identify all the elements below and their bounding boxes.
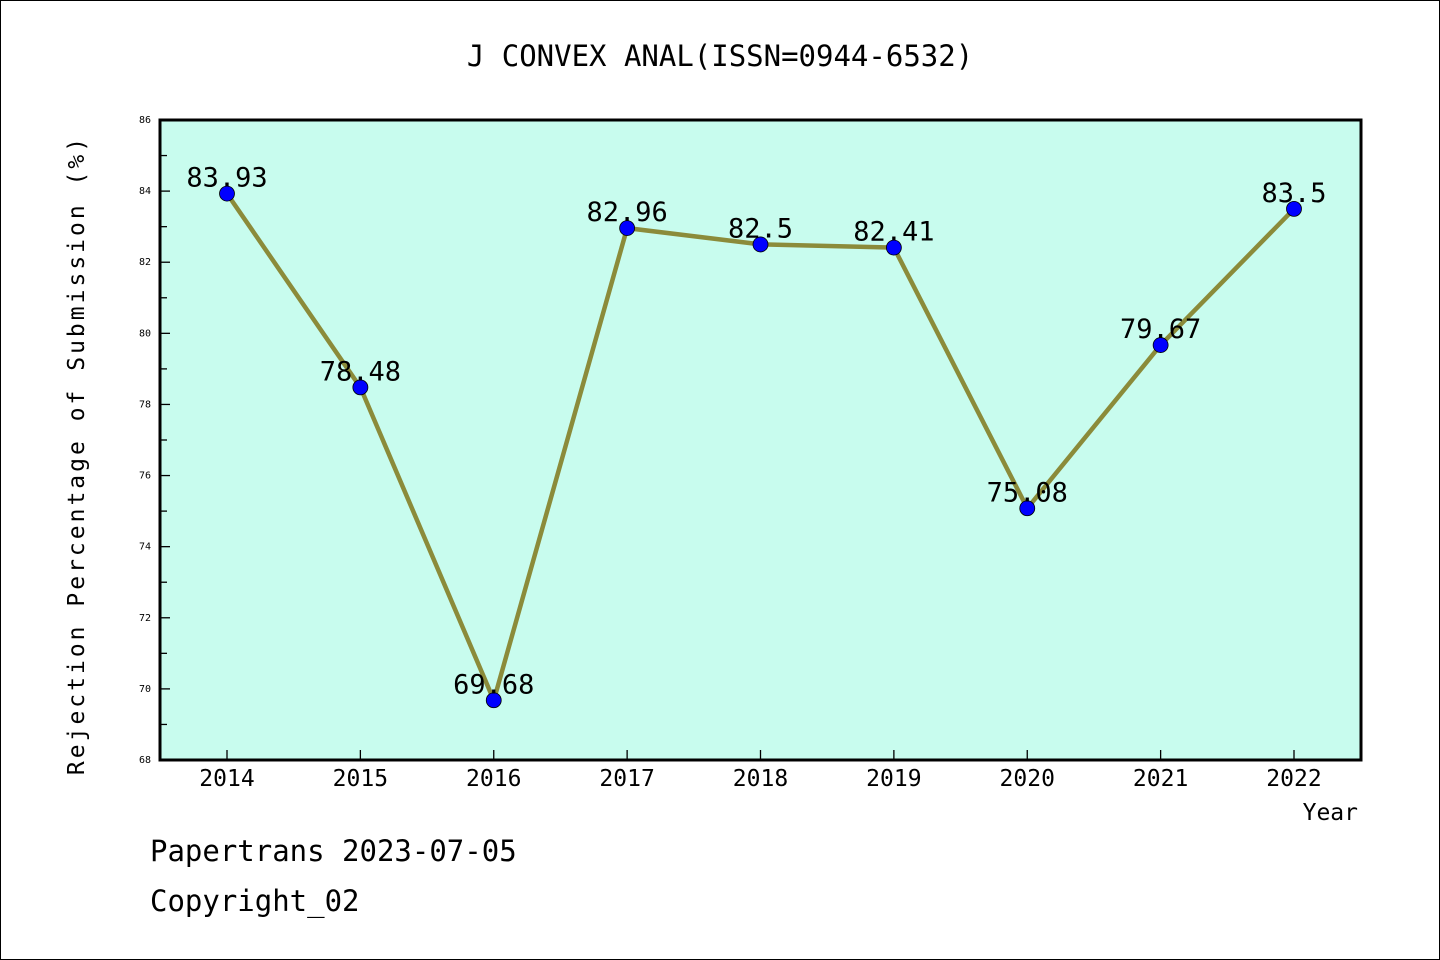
x-tick-label-2022: 2022 <box>1266 766 1321 792</box>
data-point-2021 <box>1152 337 1169 353</box>
data-point-2017 <box>619 220 636 236</box>
data-label-2017: 82.96 <box>586 197 667 228</box>
data-point-2022 <box>1286 200 1302 217</box>
plot-area <box>158 118 1363 762</box>
data-label-2018: 82.5 <box>728 213 793 244</box>
x-tick-label-2018: 2018 <box>733 766 788 792</box>
data-label-2016: 69.68 <box>453 669 534 700</box>
data-point-2020 <box>1019 500 1036 517</box>
y-axis: 68 70 72 74 76 78 80 82 84 86 <box>139 115 170 766</box>
data-label-2019: 82.41 <box>853 217 934 248</box>
data-label-2014: 83.93 <box>186 163 267 194</box>
y-tick-label-70: 70 <box>139 684 151 695</box>
data-label-2021: 79.67 <box>1120 314 1201 345</box>
data-point-2019 <box>885 239 902 256</box>
y-tick-label-68: 68 <box>139 755 151 766</box>
y-tick-label-86: 86 <box>139 115 151 126</box>
data-label-2022: 83.5 <box>1261 178 1326 209</box>
y-tick-label-78: 78 <box>139 399 151 410</box>
y-axis-label: Rejection Percentage of Submission (%) <box>64 135 90 775</box>
y-tick-label-80: 80 <box>139 328 151 339</box>
data-label-2015: 78.48 <box>320 356 401 387</box>
data-point-2018 <box>752 236 769 253</box>
data-point-2016 <box>485 692 502 709</box>
y-tick-label-76: 76 <box>139 471 151 482</box>
chart-title: J CONVEX ANAL(ISSN=0944-6532) <box>467 39 973 73</box>
data-label-2020: 75.08 <box>987 477 1068 508</box>
y-tick-label-72: 72 <box>139 613 151 624</box>
x-tick-label-2020: 2020 <box>1000 766 1055 792</box>
data-point-2015 <box>352 379 369 396</box>
x-tick-label-2016: 2016 <box>466 766 521 792</box>
x-tick-label-2017: 2017 <box>599 766 654 792</box>
x-tick-label-2019: 2019 <box>866 766 921 792</box>
x-axis-label: Year <box>1303 800 1358 826</box>
data-point-2014 <box>219 185 235 202</box>
y-tick-label-82: 82 <box>139 257 151 268</box>
data-labels: 83.93 78.48 69.68 82.96 82.5 82.41 75.08 79.67 8… <box>186 163 1326 701</box>
x-tick-label-2014: 2014 <box>199 766 254 792</box>
footer-copyright-line: Copyright_02 <box>150 884 360 918</box>
y-tick-label-84: 84 <box>139 186 151 197</box>
y-tick-label-74: 74 <box>139 542 151 553</box>
x-tick-label-2015: 2015 <box>333 766 388 792</box>
series-line <box>219 185 1302 709</box>
x-axis: 2014 2015 2016 2017 2018 2019 2020 2021 2022 <box>199 750 1322 792</box>
x-tick-label-2021: 2021 <box>1133 766 1188 792</box>
footer-date-line: Papertrans 2023-07-05 <box>150 834 517 868</box>
